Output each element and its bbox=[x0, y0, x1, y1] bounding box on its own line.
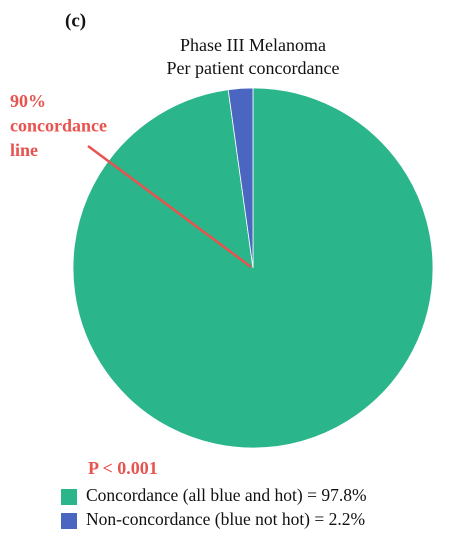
chart-subtitle: Per patient concordance bbox=[167, 58, 340, 78]
legend: Concordance (all blue and hot) = 97.8% No… bbox=[61, 485, 367, 529]
legend-swatch bbox=[61, 513, 77, 529]
panel-label: (c) bbox=[65, 10, 86, 31]
annotation-line bbox=[87, 144, 252, 269]
annotation: 90% concordance line bbox=[10, 91, 107, 160]
pie-slice bbox=[227, 87, 254, 269]
pie bbox=[72, 87, 434, 449]
legend-swatch bbox=[61, 489, 77, 505]
annotation-text: concordance bbox=[10, 116, 107, 136]
p-value: P < 0.001 bbox=[88, 458, 158, 478]
legend-label: Non-concordance (blue not hot) = 2.2% bbox=[86, 509, 365, 529]
annotation-text: line bbox=[10, 140, 38, 160]
annotation-text: 90% bbox=[10, 91, 46, 111]
chart-title: Phase III Melanoma bbox=[180, 35, 326, 55]
legend-label: Concordance (all blue and hot) = 97.8% bbox=[86, 485, 367, 505]
